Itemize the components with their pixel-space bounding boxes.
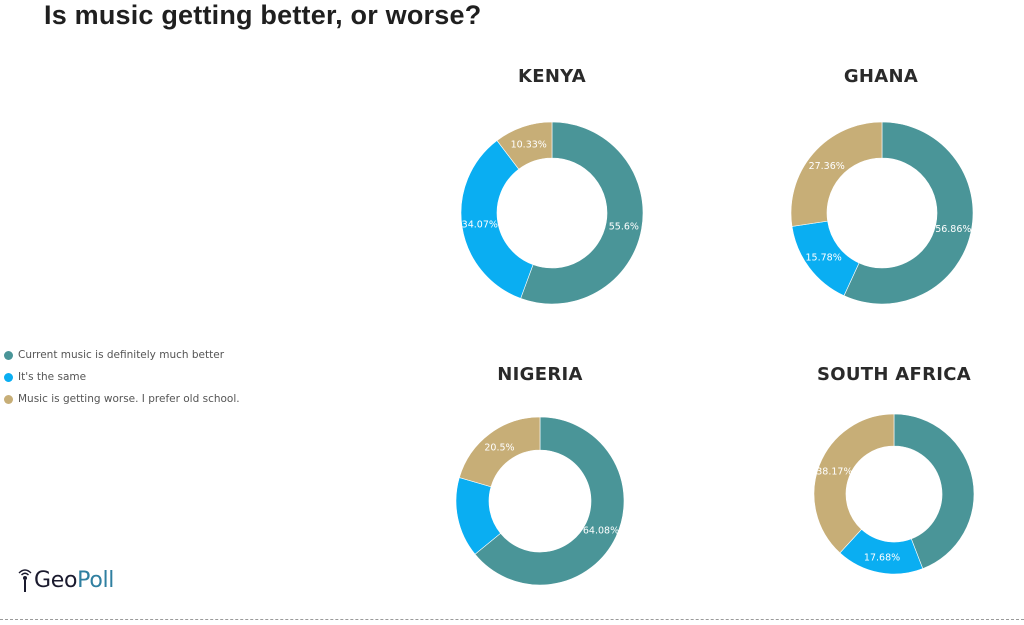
donut-slice-worse[interactable] (790, 121, 883, 227)
bottom-divider (0, 619, 1024, 620)
donut-slice-same[interactable] (460, 140, 534, 299)
chart-title-kenya: KENYA (517, 66, 587, 87)
geopoll-logo: GeoPoll (16, 562, 114, 598)
legend: Current music is definitely much better … (4, 344, 240, 410)
data-label-same: 17.68% (864, 552, 900, 563)
donut-slice-worse[interactable] (458, 416, 541, 488)
legend-item-worse[interactable]: Music is getting worse. I prefer old sch… (4, 388, 240, 410)
donut-slice-better[interactable] (893, 413, 975, 570)
legend-label-better: Current music is definitely much better (18, 349, 225, 361)
data-label-worse: 10.33% (511, 139, 547, 150)
legend-item-same[interactable]: It's the same (4, 366, 240, 388)
legend-swatch-worse (4, 394, 13, 404)
logo-poll: Poll (77, 567, 115, 593)
signal-icon (18, 569, 32, 592)
data-label-same: 15.78% (806, 252, 842, 263)
legend-label-worse: Music is getting worse. I prefer old sch… (18, 393, 240, 405)
data-label-worse: 20.5% (484, 443, 514, 454)
legend-item-better[interactable]: Current music is definitely much better (4, 344, 240, 366)
logo-wordmark: GeoPoll (34, 568, 114, 593)
legend-label-same: It's the same (18, 371, 87, 383)
logo-geo: Geo (34, 567, 78, 593)
donut-slice-worse[interactable] (496, 121, 553, 170)
donut-slice-better[interactable] (520, 121, 644, 305)
donut-slice-better[interactable] (843, 121, 974, 305)
donut-slice-better[interactable] (474, 416, 625, 586)
data-label-better: 64.08% (583, 525, 619, 536)
data-label-worse: 38.17% (816, 466, 852, 477)
chart-title-nigeria: NIGERIA (497, 364, 583, 385)
chart-title-ghana: GHANA (843, 66, 919, 87)
page-title: Is music getting better, or worse? (44, 0, 482, 30)
data-label-same: 34.07% (462, 219, 498, 230)
data-label-worse: 27.36% (809, 161, 845, 172)
legend-swatch-same (4, 372, 13, 382)
legend-swatch-better (4, 350, 13, 360)
donut-slice-worse[interactable] (813, 413, 895, 554)
chart-title-south-africa: SOUTH AFRICA (816, 364, 972, 385)
data-label-better: 56.86% (935, 224, 971, 235)
data-label-better: 55.6% (609, 221, 639, 232)
